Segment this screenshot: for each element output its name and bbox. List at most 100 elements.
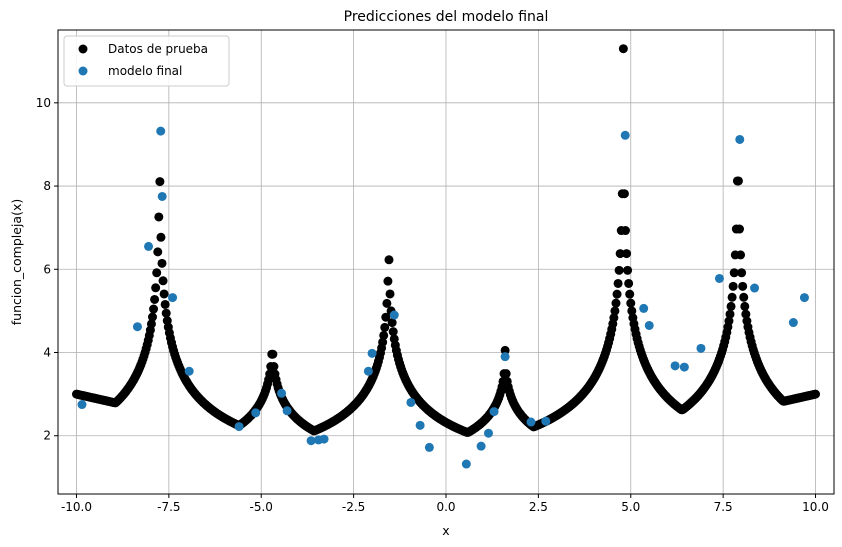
x-ticks: -10.0 -7.5 -5.0 -2.5 0.0 2.5 5.0 7.5 10.0 [61,494,829,514]
test-data-point [150,294,160,304]
model-point [234,422,244,432]
model-series [77,126,809,469]
model-point [679,362,689,372]
test-data-point [733,176,743,186]
model-point [306,436,316,446]
model-point [644,320,654,330]
x-tick-label: -5.0 [250,500,273,514]
model-point [319,434,329,444]
x-tick-label: 10.0 [802,500,829,514]
model-point [526,417,536,427]
test-data-point [155,177,165,187]
test-data-point [157,258,167,268]
x-tick-label: -10.0 [61,500,92,514]
test-data-point [724,316,734,326]
model-point [415,420,425,430]
test-data-point [147,312,157,322]
test-data-point [624,278,634,288]
test-data-point [625,289,635,299]
model-point [156,126,166,136]
test-data-point [627,306,637,316]
model-point [799,293,809,303]
model-point [489,407,499,417]
model-point [389,310,399,320]
test-data-point [811,389,821,399]
legend-marker-model [78,66,88,76]
x-tick-label: 5.0 [621,500,640,514]
test-data-point [149,304,159,314]
y-tick-label: 2 [43,429,51,443]
model-point [251,408,261,418]
test-data-point [385,289,395,299]
test-data-point [159,289,169,299]
x-tick-label: -2.5 [342,500,365,514]
test-data-point [727,292,737,302]
model-point [714,273,724,283]
model-point [363,366,373,376]
model-point [157,191,167,201]
test-data-point [146,319,156,329]
x-tick-label: 2.5 [529,500,548,514]
test-data-point [269,362,279,372]
model-point [541,416,551,426]
legend-label-test-data: Datos de prueba [108,42,208,56]
y-tick-label: 8 [43,179,51,193]
test-data-point [161,308,171,318]
test-data-point [268,349,278,359]
test-data-point [741,309,751,319]
test-data-point [382,298,392,308]
test-data-point [725,309,735,319]
test-data-point [738,281,748,291]
test-data-point [156,232,166,242]
model-point [282,406,292,416]
test-data-point [158,276,168,286]
test-data-point [154,212,164,222]
chart-title: Predicciones del modelo final [344,9,549,25]
test-data-point [151,283,161,293]
test-data-point [380,322,390,332]
test-data-point [618,44,628,54]
test-data-point [614,265,624,275]
test-data-point [735,224,745,234]
test-data-point [387,318,397,328]
test-data-point [726,301,736,311]
model-point [461,459,471,469]
legend-box [63,35,230,87]
test-data-point [739,292,749,302]
test-data-point [736,250,746,260]
x-axis-label: x [442,523,449,538]
test-data-point [613,278,623,288]
test-data-point [384,255,394,265]
test-data-point [500,345,510,355]
model-point [788,318,798,328]
test-data-point [729,268,739,278]
test-data-point [378,337,388,347]
x-tick-label: -7.5 [157,500,180,514]
x-tick-label: 7.5 [714,500,733,514]
model-point [483,428,493,438]
y-ticks: 2 4 6 8 10 [36,96,58,443]
legend-label-model: modelo final [108,64,182,78]
test-data-point [388,327,398,337]
grid [58,30,834,494]
model-point [424,442,434,452]
test-data-point [740,301,750,311]
model-point [168,293,178,303]
test-data-point [619,189,629,199]
test-data-point [153,247,163,257]
y-tick-label: 6 [43,262,51,276]
y-axis-label: funcion_compleja(x) [9,199,24,326]
test-data-point [610,306,620,316]
test-data-point [626,298,636,308]
test-data-point [623,265,633,275]
model-point [77,400,87,410]
test-data-point [501,369,511,379]
model-point [639,303,649,313]
test-data-point [737,268,747,278]
test-data-point [611,298,621,308]
model-point [620,130,630,140]
model-point [132,322,142,332]
model-point [144,241,154,251]
test-data-point [152,268,162,278]
